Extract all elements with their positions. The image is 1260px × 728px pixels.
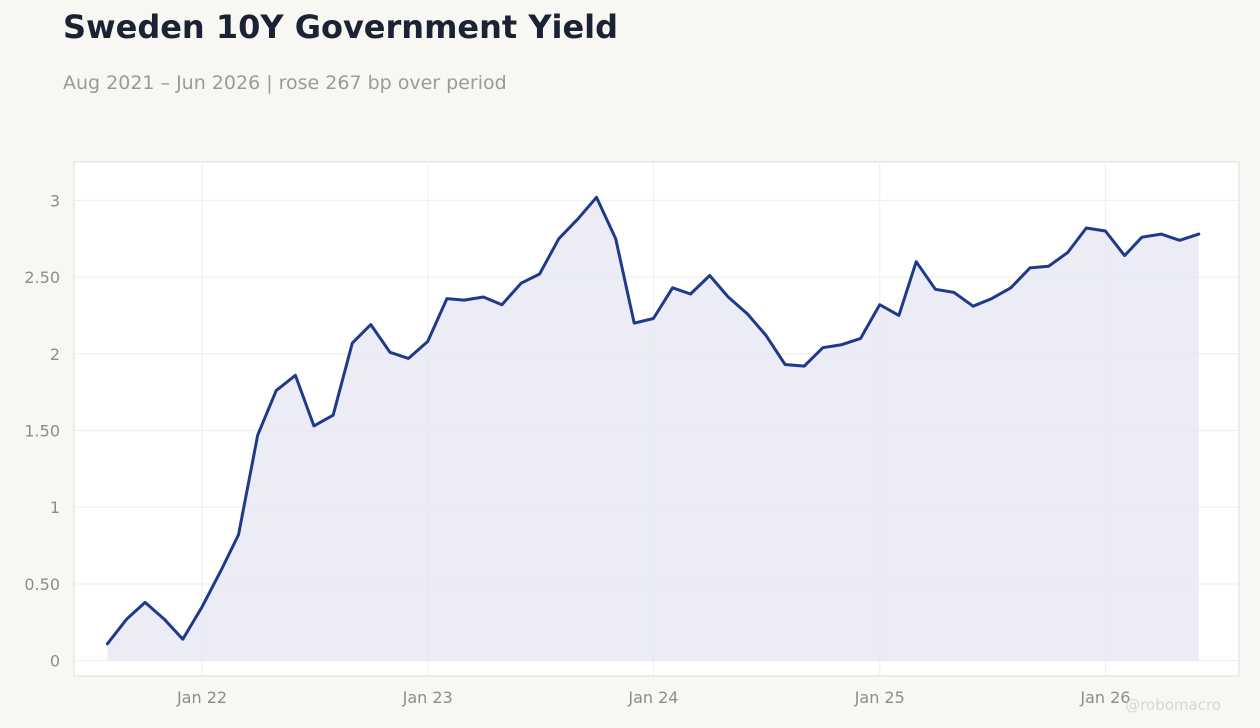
data-point	[990, 297, 993, 300]
y-tick-label: 0	[50, 652, 60, 671]
data-points	[106, 196, 1201, 645]
data-point	[878, 303, 881, 306]
data-point	[388, 351, 392, 354]
data-point	[689, 292, 692, 296]
x-tick-label: Jan 23	[402, 688, 453, 707]
data-point	[915, 260, 918, 263]
x-tick-label: Jan 22	[176, 688, 227, 707]
data-point	[708, 274, 711, 277]
data-point	[538, 272, 541, 276]
x-tick-label: Jan 26	[1079, 688, 1130, 707]
data-point	[369, 323, 372, 326]
chart-title: Sweden 10Y Government Yield	[63, 8, 619, 46]
data-point	[821, 346, 824, 349]
y-tick-label: 1.50	[24, 422, 60, 441]
data-point	[652, 317, 655, 320]
data-point	[312, 424, 316, 428]
data-point	[859, 337, 862, 340]
data-point	[351, 341, 354, 345]
data-point	[482, 295, 485, 299]
data-point	[106, 642, 109, 645]
data-point	[783, 363, 787, 366]
data-point	[1085, 226, 1088, 230]
data-point	[840, 343, 844, 346]
y-tick-label: 1	[50, 498, 60, 517]
x-tick-label: Jan 25	[854, 688, 905, 707]
data-point	[294, 374, 297, 377]
data-point	[445, 297, 449, 300]
data-point	[237, 533, 240, 536]
data-point	[125, 618, 128, 621]
y-tick-label: 3	[50, 191, 60, 210]
y-tick-label: 2	[50, 345, 60, 364]
x-tick-label: Jan 24	[627, 688, 678, 707]
data-point	[143, 601, 147, 604]
data-point	[463, 298, 466, 302]
data-point	[500, 303, 504, 306]
data-point	[1009, 286, 1012, 289]
data-point	[1104, 229, 1107, 233]
data-point	[519, 282, 523, 285]
watermark: @robomacro	[1125, 696, 1221, 714]
data-point	[275, 389, 278, 392]
data-point	[614, 237, 617, 240]
data-point	[897, 314, 901, 317]
data-point	[1159, 232, 1163, 236]
y-axis-ticks: 0 0.50 1 1.50 2 2.50 3	[24, 191, 60, 670]
data-point	[952, 291, 956, 294]
data-point	[1047, 265, 1050, 268]
data-point	[595, 196, 598, 199]
x-axis-ticks: Jan 22 Jan 23 Jan 24 Jan 25 Jan 26	[176, 688, 1131, 707]
data-point	[576, 217, 580, 220]
yield-area-fill	[107, 197, 1199, 661]
data-point	[1197, 232, 1201, 236]
data-point	[220, 568, 223, 572]
y-tick-label: 0.50	[24, 575, 60, 594]
data-point	[1028, 266, 1032, 270]
data-point	[407, 357, 410, 360]
data-point	[1123, 254, 1126, 257]
data-point	[1066, 251, 1069, 254]
data-point	[1178, 239, 1181, 242]
data-point	[671, 286, 674, 289]
data-point	[727, 295, 730, 299]
data-point	[163, 618, 166, 621]
data-point	[331, 414, 335, 417]
data-point	[557, 237, 560, 240]
data-point	[803, 364, 806, 368]
chart-subtitle: Aug 2021 – Jun 2026 | rose 267 bp over p…	[63, 72, 507, 94]
y-tick-label: 2.50	[24, 268, 60, 287]
data-point	[764, 334, 768, 337]
data-point	[426, 340, 429, 343]
data-point	[633, 321, 636, 325]
data-point	[200, 605, 204, 609]
data-point	[181, 638, 184, 641]
data-point	[934, 288, 937, 291]
data-point	[256, 433, 259, 437]
data-point	[1140, 236, 1144, 239]
data-point	[746, 312, 749, 316]
data-point	[971, 305, 975, 308]
